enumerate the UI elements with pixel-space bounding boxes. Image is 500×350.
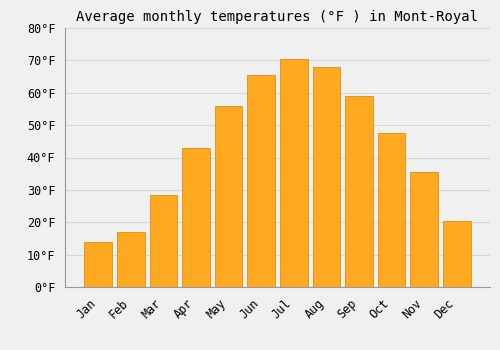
Bar xyxy=(312,67,340,287)
Bar xyxy=(410,172,438,287)
Bar xyxy=(345,96,373,287)
Bar xyxy=(214,106,242,287)
Bar xyxy=(248,75,275,287)
Bar xyxy=(280,59,307,287)
Bar xyxy=(443,220,470,287)
Bar xyxy=(150,195,177,287)
Bar xyxy=(378,133,406,287)
Bar xyxy=(84,241,112,287)
Bar xyxy=(117,232,144,287)
Bar xyxy=(182,148,210,287)
Title: Average monthly temperatures (°F ) in Mont-Royal: Average monthly temperatures (°F ) in Mo… xyxy=(76,10,478,24)
